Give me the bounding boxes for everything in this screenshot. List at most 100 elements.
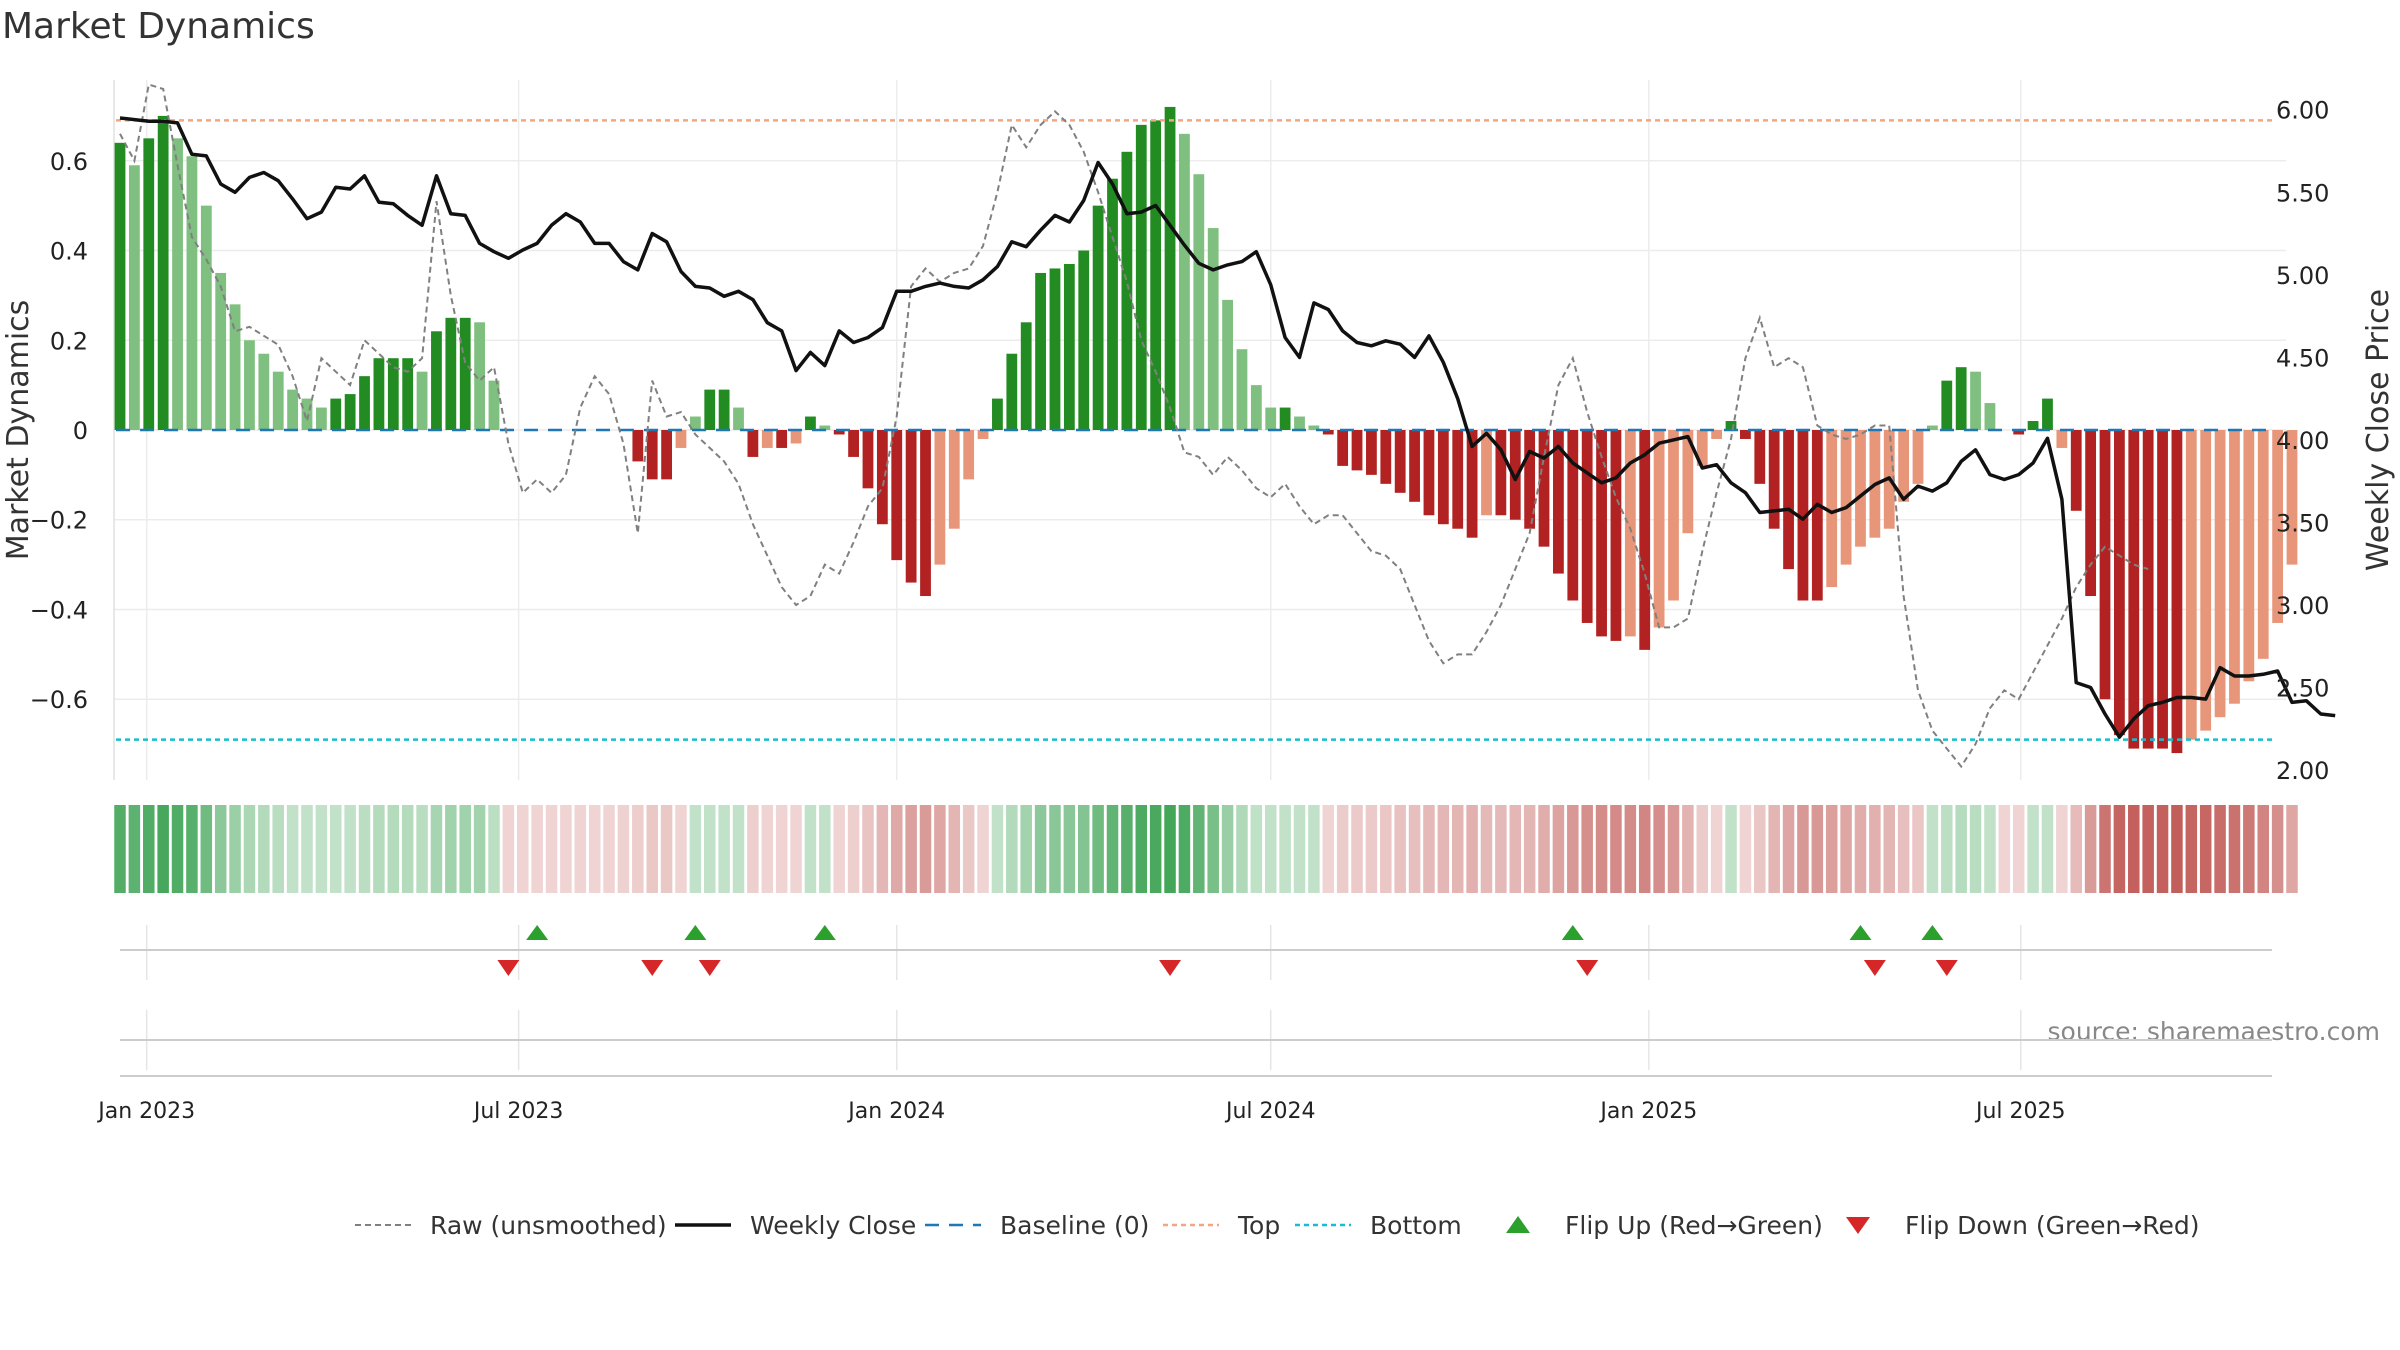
regime-strip-cell [847,805,860,893]
flip-down-marker [698,960,721,976]
x-tick-label: Jul 2024 [1224,1099,1316,1124]
y-tick-label: 0.4 [50,238,88,266]
regime-strip-cell [1638,805,1651,893]
regime-strip-cell [977,805,989,893]
market-dynamics-bar [128,165,140,430]
market-dynamics-bar [1265,407,1277,430]
regime-strip-cell [2171,805,2183,893]
market-dynamics-bar [905,430,917,583]
legend-item-raw: Raw (unsmoothed) [355,1211,667,1240]
market-dynamics-bar [445,317,457,430]
regime-strip-cell [1020,805,1032,893]
regime-strip-cell [2199,805,2212,893]
market-dynamics-bar [1423,430,1435,516]
regime-strip-cell [1351,805,1363,893]
legend-item-close: Weekly Close [675,1211,916,1240]
market-dynamics-bar [2272,430,2284,623]
regime-strip-cell [1854,805,1867,893]
regime-strip-cell [689,805,702,893]
y-tick-label: 0.2 [50,327,88,355]
market-dynamics-bar [200,205,212,430]
regime-strip-cell [517,805,529,893]
regime-strip-cell [603,805,615,893]
regime-strip-cell [1380,805,1392,893]
regime-strip-cell [1811,805,1824,893]
market-dynamics-bar [862,430,874,489]
y-tick-label: 0.6 [50,148,88,176]
regime-strip-cell [747,805,759,893]
regime-strip-cell [1567,805,1579,893]
regime-strip-cell [1595,805,1608,893]
regime-strip-cell [1279,805,1291,893]
market-dynamics-bar [1452,430,1464,529]
flip-down-marker [497,960,520,976]
regime-strip-cell [1049,805,1061,893]
market-dynamics-bar [963,430,975,480]
market-dynamics-bar [2171,430,2183,754]
y2-axis-title: Weekly Close Price [2361,289,2396,571]
y2-tick-label: 5.50 [2276,179,2329,207]
y2-tick-label: 5.00 [2276,262,2329,290]
market-dynamics-bar [2157,430,2168,749]
market-dynamics-bar [2027,421,2039,430]
weekly-close-series [119,116,2336,739]
regime-strip-cell [1466,805,1478,893]
market-dynamics-bar [2085,430,2097,597]
market-dynamics-bar [172,138,183,431]
flip-down-marker [1935,960,1958,976]
regime-strip-cell [1768,805,1780,893]
y-axis-title: Market Dynamics [1,300,36,561]
regime-strip-cell [919,805,932,893]
market-dynamics-bar [1107,178,1118,430]
market-dynamics-bar [1509,430,1521,520]
regime-strip-cell [2099,805,2111,893]
regime-strip-cell [2084,805,2097,893]
market-dynamics-bar [805,416,816,430]
market-dynamics-bar [1811,430,1823,601]
market-dynamics-bar [272,371,284,430]
market-dynamics-bar [1179,133,1190,430]
regime-strip-cell [1451,805,1464,893]
legend-item-top: Top [1163,1211,1280,1240]
market-dynamics-bar [1135,124,1147,430]
regime-strip-cell [1006,805,1018,893]
market-dynamics-bar [1020,322,1032,430]
regime-strip-cell [890,805,903,893]
regime-strip-cell [430,805,443,893]
market-dynamics-bar [1164,106,1176,430]
regime-strip-cell [373,805,385,893]
market-dynamics-bar [704,389,716,430]
market-dynamics-bar [2142,430,2154,749]
legend-label: Raw (unsmoothed) [430,1211,667,1240]
regime-strip-cell [2041,805,2054,893]
flip-down-marker [1159,960,1182,976]
regime-strip-cell [675,805,687,893]
market-dynamics-bar [1279,407,1291,430]
market-dynamics-bar [2243,430,2255,682]
regime-strip-cell [286,805,299,893]
regime-strip-cell [2271,805,2284,893]
source-label: source: sharemaestro.com [2048,1017,2381,1046]
weekly-close-line [119,116,2336,739]
market-dynamics-bar [675,430,687,448]
regime-strip-cell [157,805,169,893]
regime-strip-cell [1106,805,1119,893]
regime-strip-cell [1754,805,1766,893]
x-tick-label: Jan 2023 [96,1099,195,1124]
regime-strip-cell [1523,805,1536,893]
y2-tick-label: 6.00 [2276,97,2329,125]
market-dynamics-bar [2042,398,2053,430]
market-dynamics-bar [1725,421,1737,430]
regime-strip-cell [2156,805,2169,893]
flip-markers-panel [497,925,1958,976]
regime-strip-cell [2228,805,2241,893]
market-dynamics-bar [1035,272,1046,430]
market-dynamics-bar [2257,430,2269,659]
market-dynamics-bar [718,389,730,430]
legend-swatch-flip-up [1506,1216,1530,1233]
market-dynamics-bar [459,317,471,430]
regime-strip-cell [445,805,457,893]
regime-strip-cell [301,805,313,893]
regime-strip-cell [200,805,213,893]
market-dynamics-bar [301,398,313,430]
